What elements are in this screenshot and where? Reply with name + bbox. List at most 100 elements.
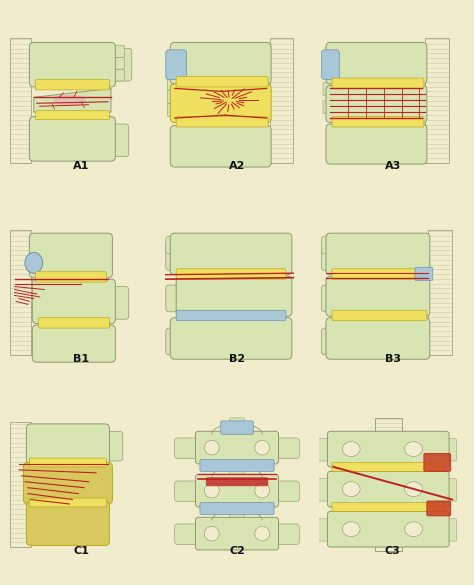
FancyBboxPatch shape [326,233,430,275]
Ellipse shape [204,526,219,541]
FancyBboxPatch shape [200,459,274,472]
Ellipse shape [255,483,270,498]
Text: B2: B2 [229,354,245,364]
Text: C3: C3 [385,546,401,556]
FancyBboxPatch shape [275,524,299,545]
FancyBboxPatch shape [176,276,292,316]
FancyBboxPatch shape [323,100,335,113]
FancyBboxPatch shape [195,431,279,464]
FancyBboxPatch shape [170,233,292,275]
FancyBboxPatch shape [176,77,268,87]
FancyBboxPatch shape [166,285,187,312]
FancyBboxPatch shape [321,240,339,270]
FancyBboxPatch shape [200,503,274,514]
Ellipse shape [405,442,422,456]
Ellipse shape [342,481,360,497]
FancyBboxPatch shape [326,43,427,84]
FancyBboxPatch shape [27,501,109,545]
FancyBboxPatch shape [424,453,451,472]
Text: C2: C2 [229,546,245,556]
Ellipse shape [25,253,43,273]
FancyBboxPatch shape [107,69,124,81]
FancyBboxPatch shape [167,66,182,80]
Ellipse shape [405,522,422,536]
FancyBboxPatch shape [167,53,182,66]
FancyBboxPatch shape [323,65,335,78]
FancyBboxPatch shape [176,310,286,321]
FancyBboxPatch shape [321,236,339,254]
FancyBboxPatch shape [415,267,433,281]
FancyBboxPatch shape [27,424,109,466]
FancyBboxPatch shape [32,279,115,324]
FancyBboxPatch shape [439,439,456,461]
FancyBboxPatch shape [99,431,123,461]
FancyBboxPatch shape [328,472,449,507]
FancyBboxPatch shape [175,524,199,545]
FancyBboxPatch shape [326,318,430,359]
FancyBboxPatch shape [326,276,430,316]
Ellipse shape [405,481,422,497]
FancyBboxPatch shape [321,50,339,80]
FancyBboxPatch shape [321,328,339,355]
FancyBboxPatch shape [195,474,279,507]
Text: B1: B1 [73,354,89,364]
FancyBboxPatch shape [38,318,109,328]
FancyBboxPatch shape [332,116,424,127]
FancyBboxPatch shape [29,498,107,507]
FancyBboxPatch shape [323,51,335,65]
FancyBboxPatch shape [221,421,253,434]
Text: C1: C1 [73,546,89,556]
FancyBboxPatch shape [166,236,183,254]
FancyBboxPatch shape [29,116,115,161]
Ellipse shape [255,441,270,455]
FancyBboxPatch shape [107,57,124,69]
FancyBboxPatch shape [332,78,424,88]
FancyBboxPatch shape [323,82,335,96]
FancyBboxPatch shape [229,461,245,479]
FancyBboxPatch shape [170,84,271,122]
FancyBboxPatch shape [167,77,179,90]
FancyBboxPatch shape [275,438,299,459]
FancyBboxPatch shape [175,481,199,501]
FancyBboxPatch shape [332,269,427,279]
FancyBboxPatch shape [317,479,335,501]
Text: A2: A2 [229,161,245,171]
FancyBboxPatch shape [439,519,456,541]
Ellipse shape [40,513,96,534]
FancyBboxPatch shape [439,479,456,501]
FancyBboxPatch shape [166,50,187,80]
Ellipse shape [255,526,270,541]
FancyBboxPatch shape [317,439,335,461]
FancyBboxPatch shape [170,43,271,84]
Ellipse shape [342,522,360,536]
Text: A3: A3 [384,161,401,171]
FancyBboxPatch shape [332,310,427,321]
FancyBboxPatch shape [332,463,445,472]
FancyBboxPatch shape [195,517,279,550]
FancyBboxPatch shape [229,504,245,522]
FancyBboxPatch shape [105,49,132,81]
FancyBboxPatch shape [326,124,427,164]
FancyBboxPatch shape [32,325,115,362]
Ellipse shape [53,94,86,106]
FancyBboxPatch shape [35,111,109,119]
Text: B3: B3 [385,354,401,364]
FancyBboxPatch shape [229,418,245,436]
FancyBboxPatch shape [167,90,179,104]
FancyBboxPatch shape [332,503,445,511]
FancyBboxPatch shape [321,285,339,312]
FancyBboxPatch shape [175,438,199,459]
FancyBboxPatch shape [176,269,286,279]
FancyBboxPatch shape [176,116,268,127]
FancyBboxPatch shape [105,287,129,319]
FancyBboxPatch shape [427,501,451,516]
FancyBboxPatch shape [317,519,335,541]
Ellipse shape [204,441,219,455]
FancyBboxPatch shape [206,477,268,486]
FancyBboxPatch shape [275,481,299,501]
FancyBboxPatch shape [105,124,129,157]
Polygon shape [34,88,111,112]
FancyBboxPatch shape [166,240,183,270]
FancyBboxPatch shape [328,431,449,467]
FancyBboxPatch shape [29,458,107,467]
